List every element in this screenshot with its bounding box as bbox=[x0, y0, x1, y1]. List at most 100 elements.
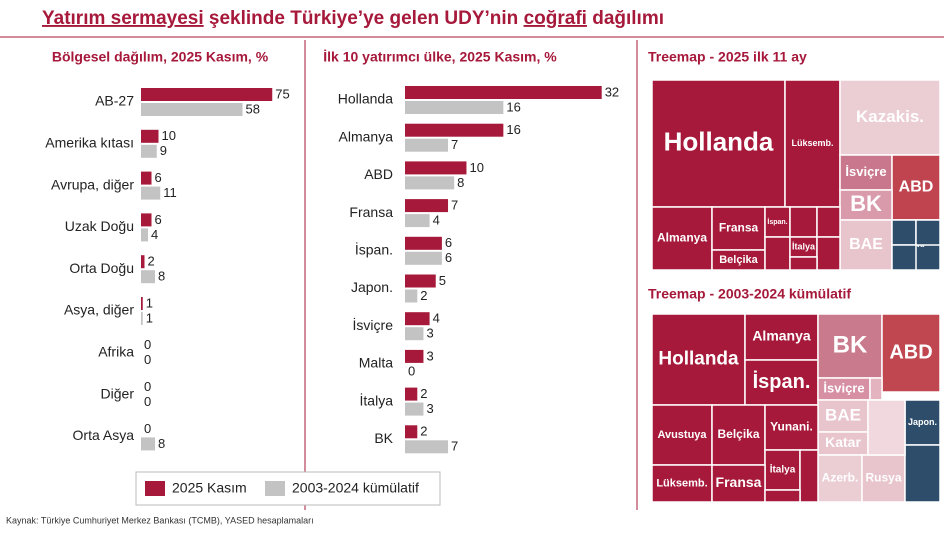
legend-box bbox=[135, 471, 441, 506]
value-label: 7 bbox=[451, 439, 458, 454]
value-label: 2 bbox=[420, 386, 427, 401]
slide-title: Yatırım sermayesi şeklinde Türkiye’ye ge… bbox=[42, 8, 664, 29]
category-label: İspan. bbox=[355, 241, 393, 258]
value-label: 8 bbox=[457, 175, 464, 190]
treemap-label: Fransa bbox=[719, 221, 759, 235]
treemap-cell bbox=[651, 404, 713, 466]
bar bbox=[405, 312, 430, 326]
bar bbox=[405, 349, 424, 363]
value-label: 0 bbox=[144, 394, 151, 409]
value-label: 2 bbox=[420, 424, 427, 439]
bar bbox=[405, 176, 455, 190]
title-part: coğrafi bbox=[524, 8, 587, 29]
legend-label: 2003-2024 kümülatif bbox=[292, 480, 419, 496]
bar bbox=[405, 387, 418, 401]
treemap-label: İspan. bbox=[767, 218, 787, 226]
treemap-label: BAE bbox=[849, 236, 883, 253]
value-label: 4 bbox=[433, 213, 440, 228]
category-label: Diğer bbox=[101, 385, 135, 401]
category-label: AB-27 bbox=[95, 93, 134, 109]
value-label: 0 bbox=[144, 421, 151, 436]
bar bbox=[405, 425, 418, 439]
value-label: 9 bbox=[160, 143, 167, 158]
treemap-cell bbox=[711, 404, 766, 466]
legend-swatch bbox=[265, 481, 285, 496]
value-label: 3 bbox=[426, 348, 433, 363]
category-label: Malta bbox=[359, 355, 393, 371]
value-label: 2 bbox=[420, 288, 427, 303]
value-label: 6 bbox=[155, 212, 162, 227]
treemap-label: Lüksemb. bbox=[791, 138, 833, 148]
value-label: 3 bbox=[426, 401, 433, 416]
category-label: Fransa bbox=[349, 204, 393, 220]
treemap-cell bbox=[891, 244, 917, 271]
treemap-label: İtalya bbox=[792, 241, 816, 251]
treemap-label: Kazakis. bbox=[856, 107, 924, 126]
treemap-cell bbox=[816, 206, 841, 238]
value-label: 7 bbox=[451, 137, 458, 152]
value-label: 1 bbox=[146, 310, 153, 325]
treemap-label: Almanya bbox=[657, 231, 707, 245]
value-label: 0 bbox=[144, 379, 151, 394]
treemap-label: Hollanda bbox=[664, 126, 774, 156]
treemap-cell bbox=[789, 256, 818, 271]
bar bbox=[141, 186, 161, 200]
treemap-cell bbox=[817, 399, 869, 433]
bar bbox=[405, 327, 424, 341]
treemap-cell bbox=[869, 377, 883, 401]
legend-swatch bbox=[145, 481, 165, 496]
bar bbox=[141, 297, 143, 310]
treemap-cell bbox=[764, 489, 801, 503]
value-label: 6 bbox=[155, 170, 162, 185]
category-label: Afrika bbox=[98, 344, 134, 360]
bar bbox=[405, 161, 467, 175]
bar bbox=[141, 213, 152, 227]
bar bbox=[141, 270, 155, 284]
legend-label: 2025 Kasım bbox=[172, 480, 247, 496]
treemap-cell bbox=[867, 399, 906, 456]
treemap-cell bbox=[711, 206, 766, 251]
bar bbox=[141, 437, 155, 451]
value-label: 5 bbox=[439, 273, 446, 288]
value-label: 10 bbox=[162, 128, 176, 143]
treemap-label: Katar bbox=[825, 434, 861, 450]
treemap-cell bbox=[839, 189, 893, 221]
treemap-label: ABD bbox=[899, 179, 934, 196]
value-label: 8 bbox=[158, 436, 165, 451]
treemap-label: Rusya bbox=[865, 471, 901, 485]
bar bbox=[141, 312, 143, 325]
bar bbox=[405, 402, 424, 416]
value-label: 8 bbox=[158, 269, 165, 284]
treemap-label: Japon. bbox=[908, 417, 937, 427]
treemap-label: İsviçre bbox=[845, 164, 886, 179]
value-label: 11 bbox=[163, 185, 177, 200]
treemap-label: BK bbox=[850, 191, 882, 216]
treemap-label: İtalya bbox=[770, 463, 796, 476]
treemap-label: Almanya bbox=[752, 328, 811, 344]
bar bbox=[141, 228, 148, 242]
treemap-cell bbox=[764, 236, 791, 271]
bar bbox=[141, 255, 145, 269]
bar bbox=[141, 144, 157, 158]
treemap-label: Azerb. bbox=[822, 471, 859, 485]
value-label: 2 bbox=[148, 254, 155, 269]
category-label: ABD bbox=[364, 166, 393, 182]
value-label: 16 bbox=[506, 122, 520, 137]
treemap-label: Lüksemb. bbox=[656, 477, 707, 489]
bar bbox=[405, 251, 442, 265]
bar bbox=[405, 289, 418, 303]
bar bbox=[141, 129, 159, 143]
title-part: şeklinde Türkiye’ye gelen UDY’nin bbox=[204, 8, 524, 29]
treemap-cell bbox=[904, 444, 941, 503]
treemap-label: İspan. bbox=[753, 370, 811, 393]
treemap-cell bbox=[744, 313, 819, 361]
title-part: Yatırım sermayesi bbox=[42, 8, 204, 29]
bar bbox=[405, 214, 430, 228]
treemap-cell bbox=[711, 464, 766, 503]
treemap-title: Treemap - 2025 ilk 11 ay bbox=[648, 49, 807, 65]
treemap-label: ABD bbox=[889, 341, 932, 363]
treemap-label: Avustuya bbox=[657, 429, 707, 441]
value-label: 75 bbox=[275, 86, 289, 101]
value-label: 58 bbox=[246, 101, 260, 116]
treemap-cell bbox=[789, 206, 818, 238]
